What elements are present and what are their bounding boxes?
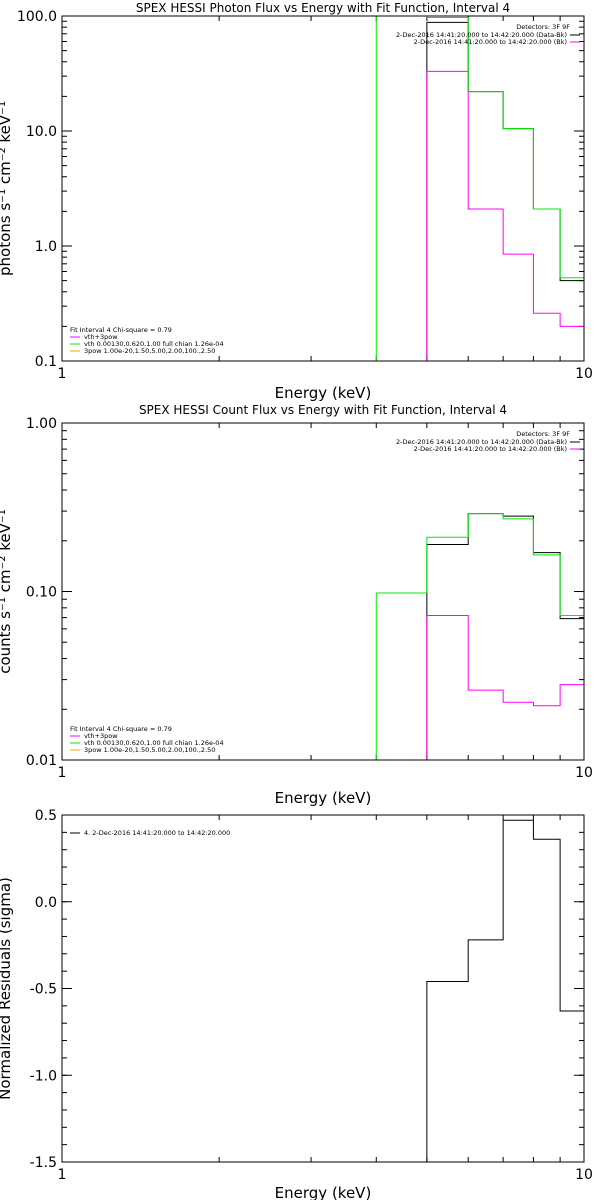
series-vth-line (375, 16, 584, 361)
series-bk-line (426, 70, 584, 361)
y-tick-label: -1.5 (30, 1155, 57, 1171)
y-tick-label: 100.0 (17, 9, 57, 25)
x-tick-label: 1 (58, 366, 67, 382)
fit-legend-entry: Fit Interval 4 Chi-square = 0.79 (70, 725, 172, 733)
series-data-bk-line (426, 21, 584, 361)
x-tick-label: 10 (575, 1167, 593, 1183)
fit-legend-entry: 3pow 1.00e-20,1.50,5.00,2.00,100.,2.50 (84, 347, 215, 355)
y-axis-label: Normalized Residuals (sigma) (0, 877, 14, 1100)
fit-legend-entry: vth+3pow (84, 732, 118, 740)
detectors-label: Detectors: 3F 9F (516, 430, 570, 438)
fit-legend-entry: vth 0.00130,0.620,1.00 full chian 1.26e-… (84, 739, 224, 747)
x-axis-label: Energy (keV) (275, 789, 372, 807)
plot-frame (61, 15, 585, 362)
x-axis-label: Energy (keV) (275, 384, 372, 402)
chart-panel-3: 1 10 -1.5 -1.0 -0.5 0.0 0.5 Energy (keV) Normali… (0, 808, 593, 1200)
fit-legend-entry: vth 0.00130,0.620,1.00 full chian 1.26e-… (84, 340, 224, 348)
y-tick-label: 0.0 (35, 895, 57, 911)
plot-frame (61, 422, 585, 761)
plot-frame (61, 814, 585, 1163)
x-tick-label: 10 (575, 366, 593, 382)
chart-title: SPEX HESSI Count Flux vs Energy with Fit… (139, 403, 507, 417)
top-legend-entry: 2-Dec-2016 14:41:20.000 to 14:42:20.000 … (396, 438, 567, 446)
chart-title: SPEX HESSI Photon Flux vs Energy with Fi… (136, 1, 510, 15)
x-axis-label: Energy (keV) (275, 1184, 372, 1200)
x-tick-label: 10 (575, 765, 593, 781)
plot-data-area (375, 513, 584, 760)
y-tick-label: -1.0 (30, 1068, 57, 1084)
fit-legend-entry: vth+3pow (84, 333, 118, 341)
x-tick-label: 1 (58, 765, 67, 781)
y-tick-label: 1.00 (26, 416, 57, 432)
chart-panel-2: SPEX HESSI Count Flux vs Energy with Fit… (0, 403, 593, 807)
y-tick-label: 10.0 (26, 124, 57, 140)
y-tick-label: -0.5 (30, 982, 57, 998)
top-legend-entry: 2-Dec-2016 14:41:20.000 to 14:42:20.000 … (414, 38, 567, 46)
series-4-2-dec-2016-14-41-20-000-to-14-42-20-000-line (426, 819, 584, 1162)
y-tick-label: 0.1 (35, 354, 57, 370)
fit-legend-entry: Fit Interval 4 Chi-square = 0.79 (70, 326, 172, 334)
top-legend-entry: 2-Dec-2016 14:41:20.000 to 14:42:20.000 … (396, 31, 567, 39)
fit-legend-entry: 3pow 1.00e-20,1.50,5.00,2.00,100.,2.50 (84, 746, 215, 754)
series-vth-line (375, 513, 584, 760)
y-axis-label: counts s⁻¹ cm⁻² keV⁻¹ (0, 509, 14, 674)
series-bk-line (426, 615, 584, 760)
chart-panel-1: SPEX HESSI Photon Flux vs Energy with Fi… (0, 1, 593, 402)
fit-legend-entry: 4. 2-Dec-2016 14:41:20.000 to 14:42:20.0… (84, 829, 230, 837)
plot-data-area (426, 819, 584, 1162)
series-data-bk-line (426, 513, 584, 760)
detectors-label: Detectors: 3F 9F (516, 23, 570, 31)
y-tick-label: 0.10 (26, 585, 57, 601)
y-tick-label: 1.0 (35, 239, 57, 255)
x-tick-label: 1 (58, 1167, 67, 1183)
y-tick-label: 0.01 (26, 753, 57, 769)
top-legend-entry: 2-Dec-2016 14:41:20.000 to 14:42:20.000 … (414, 445, 567, 453)
plot-data-area (375, 16, 584, 361)
y-tick-label: 0.5 (35, 808, 57, 824)
y-axis-label: photons s⁻¹ cm⁻² keV⁻¹ (0, 101, 14, 276)
